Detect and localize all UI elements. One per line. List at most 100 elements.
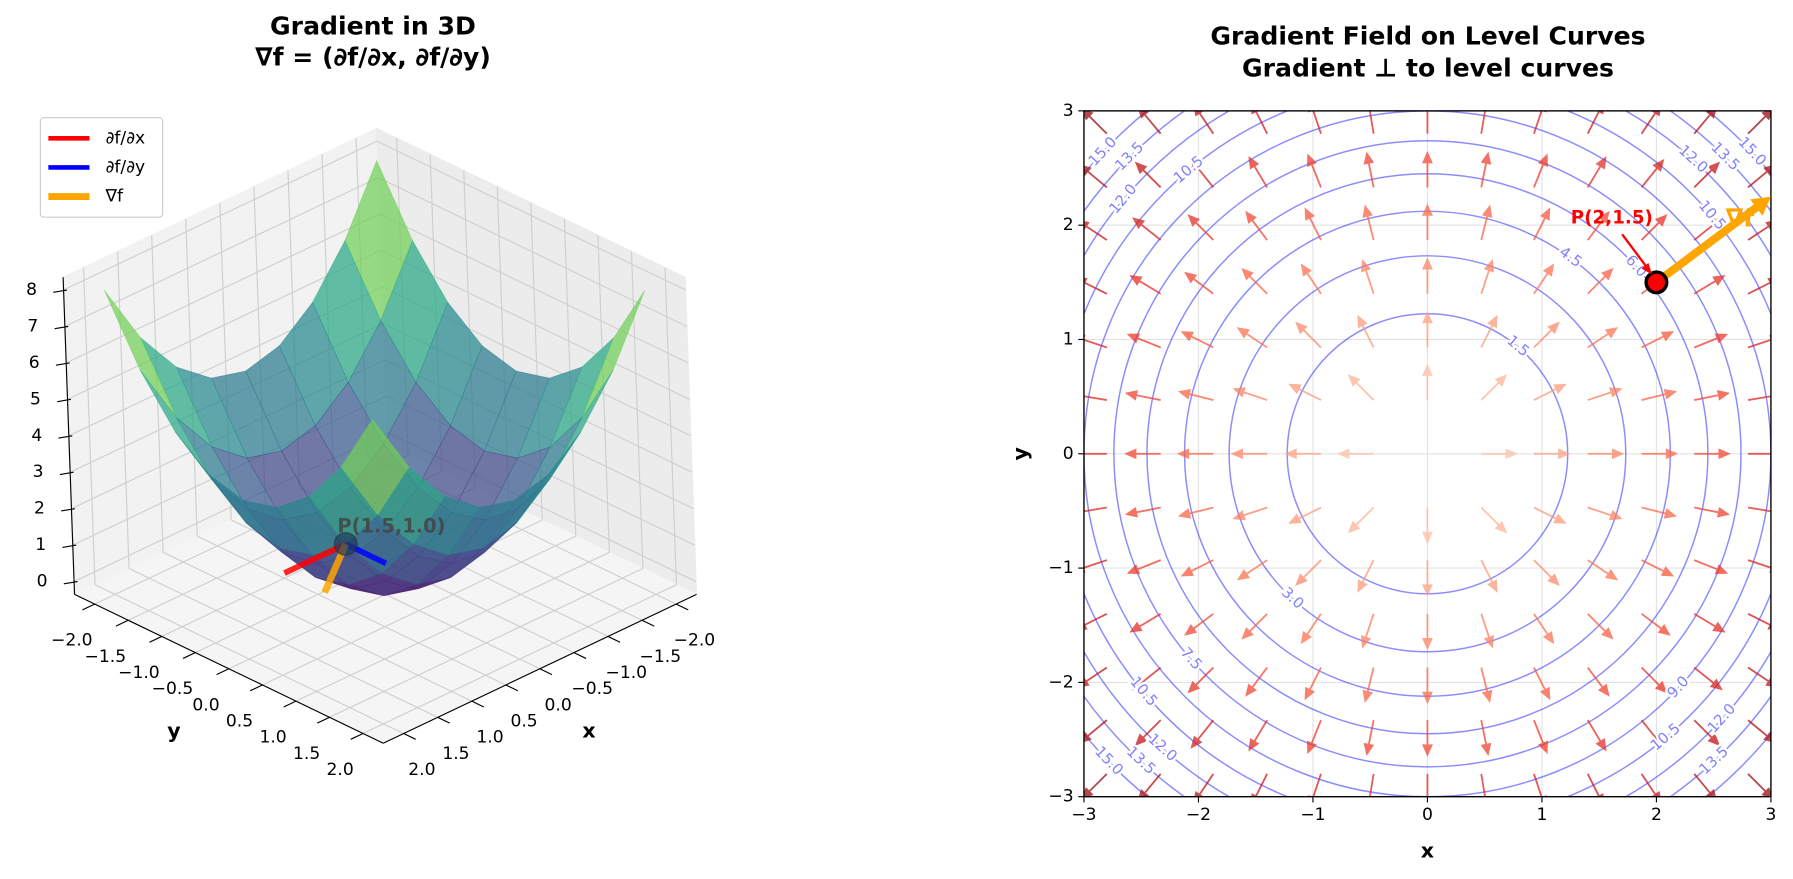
- tick-mark: [350, 732, 364, 740]
- gradient-arrow: [1306, 719, 1322, 755]
- gradient-arrow: [1190, 158, 1215, 189]
- gradient-arrow: [1230, 448, 1268, 460]
- gradient-arrow: [1132, 217, 1162, 241]
- axis-line: [382, 593, 697, 744]
- y-tick-label: 1.5: [293, 744, 320, 764]
- gradient-arrow: [1176, 448, 1214, 460]
- y-tick-label: −1.0: [118, 663, 160, 683]
- gradient-arrow: [1295, 321, 1322, 349]
- x-axis-label: x: [582, 719, 595, 743]
- gradient-arrow: [1422, 363, 1433, 401]
- gradient-arrow: [1533, 263, 1555, 295]
- tick-mark: [63, 580, 78, 585]
- gradient-arrow: [1747, 277, 1771, 295]
- gradient-arrow: [1640, 158, 1665, 189]
- gradient-arrow: [1641, 388, 1678, 401]
- gradient-arrow: [1641, 448, 1679, 460]
- gradient-arrow: [1288, 506, 1322, 524]
- gradient-arrow: [1587, 387, 1623, 401]
- x-tick-label: −1.0: [605, 663, 647, 683]
- gradient-arrow: [1083, 221, 1108, 241]
- grid-line: [65, 213, 380, 364]
- annotation-arrow: [1621, 233, 1651, 272]
- gradient-arrow: [1134, 161, 1162, 189]
- gradient-arrow: [1180, 559, 1214, 577]
- tick-mark: [53, 289, 68, 293]
- gradient-arrow: [1134, 719, 1162, 746]
- y-tick-label: −1: [1048, 558, 1073, 578]
- y-tick-label: 3: [1063, 101, 1074, 121]
- tick-mark: [59, 471, 74, 476]
- gradient-arrow: [1083, 666, 1108, 687]
- x-tick-label: −2: [1186, 805, 1211, 825]
- gradient-arrow: [1533, 773, 1547, 797]
- tick-mark: [115, 619, 129, 627]
- gradient-arrow: [1747, 719, 1771, 743]
- gradient-arrow: [1422, 667, 1433, 705]
- gradient-arrow: [1248, 719, 1268, 752]
- gradient-arrow: [1245, 210, 1268, 241]
- x-tick-label: −3: [1071, 805, 1096, 825]
- gradient-arrow: [1480, 667, 1493, 704]
- gradient-arrow: [1480, 719, 1492, 756]
- contour-line: [1113, 140, 1742, 768]
- tick-mark: [403, 732, 416, 740]
- x-tick-label: −0.5: [571, 679, 613, 699]
- grid-line: [262, 535, 577, 686]
- gradient-arrow: [1640, 110, 1661, 135]
- gradient-vector: [1654, 202, 1761, 286]
- gradient-arrow: [1533, 719, 1548, 755]
- gradient-arrow: [1480, 374, 1508, 401]
- gradient-arrow: [1422, 613, 1433, 651]
- gradient-arrow: [1481, 448, 1518, 460]
- gradient-arrow: [1480, 314, 1498, 348]
- z-tick-label: 0: [37, 572, 48, 592]
- z-tick-label: 6: [29, 353, 40, 373]
- grid-line: [64, 177, 379, 327]
- gradient-arrow: [1306, 153, 1322, 188]
- gradient-arrow: [1300, 613, 1322, 645]
- gradient-arrow: [1083, 395, 1108, 401]
- y-axis-label: y: [1008, 446, 1032, 460]
- gradient-arrow: [1368, 110, 1375, 134]
- legend-label: ∇f: [105, 187, 124, 207]
- gradient-arrow: [1533, 559, 1560, 586]
- tick-mark: [55, 362, 70, 366]
- tick-mark: [182, 652, 196, 659]
- gradient-arrow: [1693, 110, 1717, 135]
- x-axis-label: x: [1421, 839, 1434, 863]
- x-tick-label: 0.5: [510, 712, 537, 732]
- gradient-arrow: [1124, 506, 1161, 518]
- point-marker: [333, 531, 358, 557]
- gradient-arrow: [1124, 448, 1161, 460]
- gradient-arrow: [1747, 666, 1771, 687]
- gradient-arrow: [1640, 773, 1661, 797]
- gradient-arrow: [1533, 667, 1551, 701]
- gradient-label: ∇f: [1726, 203, 1756, 232]
- gradient-arrow: [1480, 204, 1493, 241]
- gradient-vector-head: [1750, 196, 1771, 216]
- x-tick-label: 0.0: [545, 695, 572, 715]
- gradient-arrow: [1187, 214, 1214, 241]
- gradient-arrow: [1748, 452, 1771, 455]
- tick-mark: [675, 603, 689, 611]
- gradient-arrow: [1587, 267, 1614, 295]
- grid-line: [329, 567, 644, 718]
- gradient-arrow: [1747, 773, 1771, 797]
- gradient-arrow: [1480, 559, 1498, 593]
- gradient-arrow: [1587, 666, 1610, 697]
- gradient-arrow: [1422, 560, 1433, 597]
- tick-mark: [573, 652, 587, 659]
- grid-line: [63, 140, 378, 291]
- gradient-arrow: [1248, 156, 1268, 188]
- tick-mark: [641, 619, 655, 627]
- x-tick-label: −1.5: [640, 647, 682, 667]
- gradient-arrow: [1480, 613, 1495, 649]
- gradient-arrow: [1422, 310, 1433, 348]
- z-tick-label: 3: [33, 462, 44, 482]
- gradient-arrow: [1693, 274, 1726, 295]
- legend-label: ∂f/∂y: [106, 157, 146, 177]
- z-tick-label: 8: [26, 280, 37, 300]
- gradient-arrow: [1747, 395, 1771, 401]
- gradient-arrow: [1640, 666, 1668, 694]
